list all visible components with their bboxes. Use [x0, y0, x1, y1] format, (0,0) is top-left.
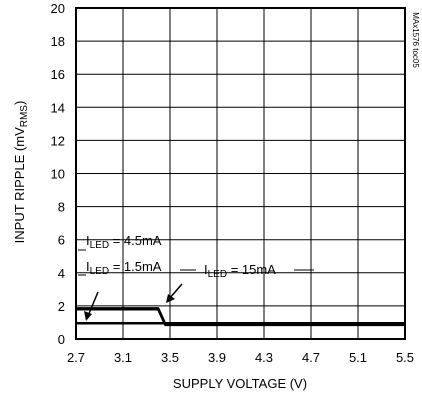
y-tick-label-1: 2 [58, 299, 65, 314]
arrow-shaft-left [87, 291, 99, 317]
y-tick-label-7: 14 [51, 100, 65, 115]
y-axis-title: INPUT RIPPLE (mVRMS) [12, 101, 30, 244]
y-tick-label-3: 6 [58, 233, 65, 248]
series-label-4-5ma-sub: LED [90, 240, 109, 251]
arrow-head-left [84, 311, 92, 321]
annotations: ILED = 4.5mA ILED = 1.5mA ILED = 15mA [78, 233, 314, 321]
series-label-15ma-sub: LED [208, 269, 227, 280]
x-tick-labels: 2.7 3.1 3.5 3.9 4.3 4.7 5.1 5.5 [67, 350, 414, 365]
series-label-1-5ma-value: = 1.5mA [109, 259, 162, 274]
y-tick-label-5: 10 [51, 167, 65, 182]
series-label-4-5ma-value: = 4.5mA [109, 233, 162, 248]
y-axis-title-close: ) [12, 101, 27, 105]
x-tick-label-6: 5.1 [349, 350, 367, 365]
series-label-1-5ma: ILED = 1.5mA [86, 259, 162, 277]
x-tick-label-3: 3.9 [208, 350, 226, 365]
series-label-15ma-value: = 15mA [227, 262, 276, 277]
x-tick-label-5: 4.7 [302, 350, 320, 365]
y-axis-title-main: INPUT RIPPLE (mV [12, 127, 27, 243]
figure-id: MAx1576 toc05 [411, 12, 420, 68]
series-label-15ma-prefix: I [204, 262, 208, 277]
x-tick-label-2: 3.5 [161, 350, 179, 365]
x-tick-label-7: 5.5 [396, 350, 414, 365]
y-tick-label-6: 12 [51, 133, 65, 148]
y-tick-label-10: 20 [51, 1, 65, 16]
x-tick-label-0: 2.7 [67, 350, 85, 365]
series-label-4-5ma-prefix: I [86, 233, 90, 248]
series-label-1-5ma-sub: LED [90, 266, 109, 277]
series-group [76, 307, 405, 327]
grid [75, 7, 406, 340]
plot-frame [75, 7, 406, 340]
y-tick-label-8: 16 [51, 67, 65, 82]
y-tick-label-2: 4 [58, 266, 65, 281]
x-tick-label-4: 4.3 [255, 350, 273, 365]
y-tick-labels: 0 2 4 6 8 10 12 14 16 18 20 [51, 1, 65, 347]
y-tick-label-0: 0 [58, 332, 65, 347]
series-label-1-5ma-prefix: I [86, 259, 90, 274]
arrow-head-right [166, 294, 175, 303]
series-line-1 [76, 307, 405, 327]
series-line-0 [76, 307, 405, 326]
series-label-15ma: ILED = 15mA [204, 262, 276, 280]
y-tick-label-4: 8 [58, 200, 65, 215]
y-axis-title-sub: RMS [19, 105, 30, 128]
y-tick-label-9: 18 [51, 34, 65, 49]
series-label-4-5ma: ILED = 4.5mA [86, 233, 162, 251]
x-tick-label-1: 3.1 [114, 350, 132, 365]
x-axis-title: SUPPLY VOLTAGE (V) [173, 376, 307, 391]
